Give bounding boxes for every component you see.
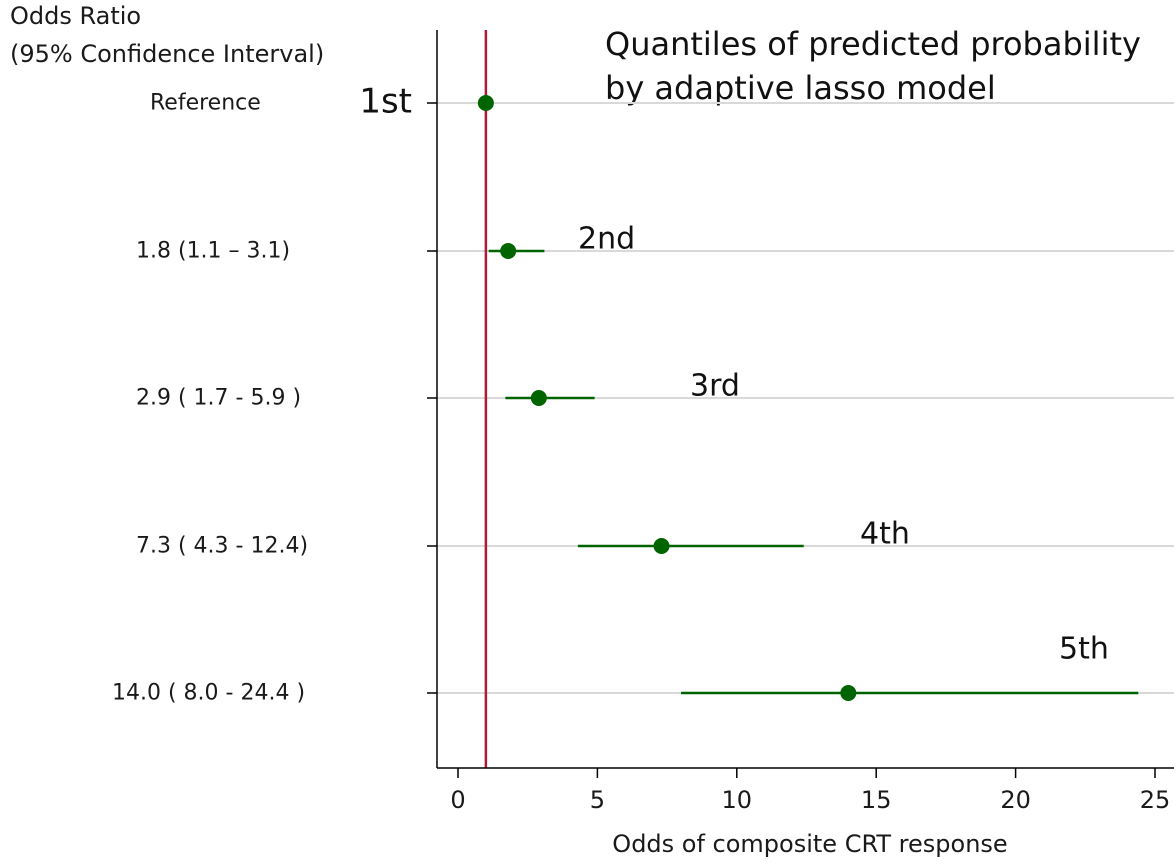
quantile-labels: 1st 2nd 3rd 4th 5th xyxy=(359,82,1109,667)
data-marks xyxy=(477,95,1139,701)
x-tick-label: 5 xyxy=(590,786,605,814)
point-5th xyxy=(840,685,857,701)
odds-ratio-label: 14.0 ( 8.0 - 24.4 ) xyxy=(112,680,306,706)
chart-title: Quantiles of predicted probability by ad… xyxy=(605,22,1141,110)
quantile-label-2nd: 2nd xyxy=(578,222,635,257)
quantile-label-3rd: 3rd xyxy=(690,369,740,404)
odds-ratio-label: 7.3 ( 4.3 - 12.4) xyxy=(136,533,309,559)
x-tick-label: 10 xyxy=(722,786,753,814)
quantile-label-4th: 4th xyxy=(860,517,910,552)
x-tick-label: 15 xyxy=(861,786,892,814)
axes: 0 5 10 15 20 25 xyxy=(427,30,1174,814)
point-4th xyxy=(653,538,670,554)
odds-ratio-label: 2.9 ( 1.7 - 5.9 ) xyxy=(136,385,302,411)
chart-title-line1: Quantiles of predicted probability xyxy=(605,25,1141,63)
point-1st xyxy=(477,95,494,111)
quantile-label-1st: 1st xyxy=(359,82,412,122)
x-axis-label: Odds of composite CRT response xyxy=(612,830,1007,858)
x-tick-label: 25 xyxy=(1140,786,1171,814)
point-3rd xyxy=(530,390,547,406)
point-2nd xyxy=(500,243,517,259)
x-tick-label: 20 xyxy=(1000,786,1031,814)
chart-title-line2: by adaptive lasso model xyxy=(605,69,996,107)
odds-ratio-label: 1.8 (1.1 – 3.1) xyxy=(136,238,291,264)
odds-ratio-label: Reference xyxy=(150,90,261,116)
quantile-label-5th: 5th xyxy=(1059,632,1109,667)
or-header-line2: (95% Confidence Interval) xyxy=(10,40,325,68)
grid-lines xyxy=(437,102,1174,694)
or-header-line1: Odds Ratio xyxy=(10,2,142,30)
x-tick-label: 0 xyxy=(450,786,465,814)
